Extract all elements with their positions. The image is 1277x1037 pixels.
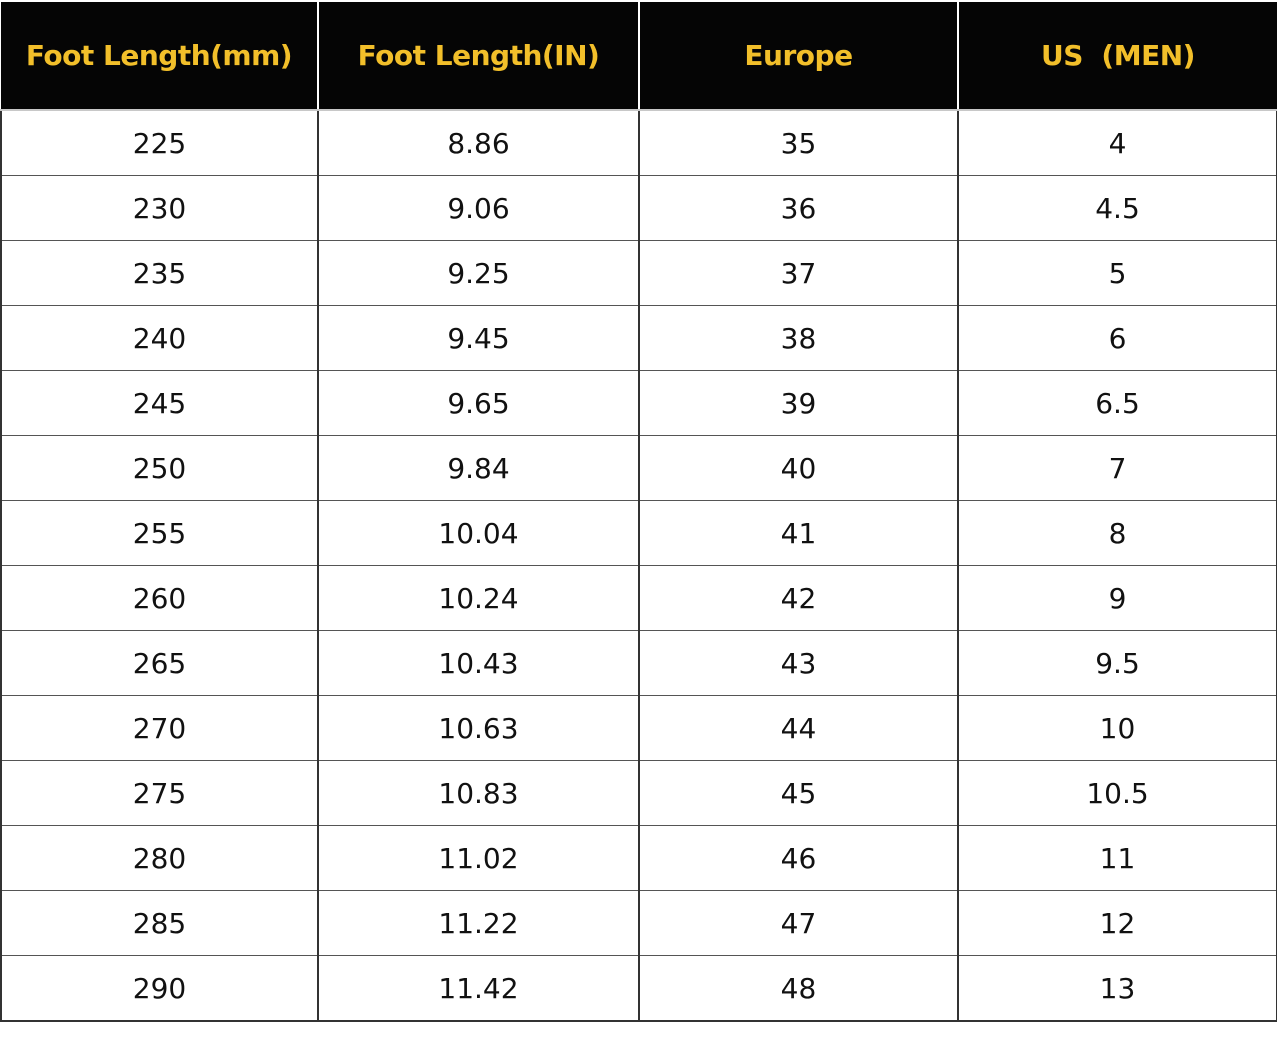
cell-us-men: 9.5	[957, 630, 1277, 696]
cell-foot-length-in: 9.84	[317, 435, 640, 501]
cell-europe: 36	[638, 175, 959, 241]
cell-foot-length-in: 9.65	[317, 370, 640, 436]
cell-foot-length-in: 9.45	[317, 305, 640, 371]
cell-us-men: 7	[957, 435, 1277, 501]
cell-foot-length-mm: 290	[0, 955, 319, 1022]
cell-europe: 39	[638, 370, 959, 436]
table-row: 285 11.22 47 12	[0, 890, 1277, 956]
cell-europe: 35	[638, 109, 959, 176]
cell-foot-length-in: 11.22	[317, 890, 640, 956]
table-row: 225 8.86 35 4	[0, 109, 1277, 176]
cell-us-men: 12	[957, 890, 1277, 956]
cell-foot-length-mm: 285	[0, 890, 319, 956]
table-row: 280 11.02 46 11	[0, 825, 1277, 891]
cell-us-men: 13	[957, 955, 1277, 1022]
table-row: 245 9.65 39 6.5	[0, 370, 1277, 436]
cell-us-men: 8	[957, 500, 1277, 566]
cell-foot-length-mm: 270	[0, 695, 319, 761]
cell-us-men: 9	[957, 565, 1277, 631]
header-row: Foot Length(mm) Foot Length(IN) Europe U…	[1, 2, 1277, 111]
cell-foot-length-mm: 230	[0, 175, 319, 241]
cell-foot-length-in: 10.63	[317, 695, 640, 761]
cell-europe: 44	[638, 695, 959, 761]
table-row: 235 9.25 37 5	[0, 240, 1277, 306]
table-row: 265 10.43 43 9.5	[0, 630, 1277, 696]
cell-foot-length-in: 9.25	[317, 240, 640, 306]
cell-foot-length-mm: 250	[0, 435, 319, 501]
table-row: 260 10.24 42 9	[0, 565, 1277, 631]
cell-foot-length-mm: 245	[0, 370, 319, 436]
cell-foot-length-mm: 255	[0, 500, 319, 566]
cell-foot-length-mm: 260	[0, 565, 319, 631]
cell-foot-length-in: 10.83	[317, 760, 640, 826]
cell-europe: 45	[638, 760, 959, 826]
cell-us-men: 10	[957, 695, 1277, 761]
cell-us-men: 4.5	[957, 175, 1277, 241]
table-row: 240 9.45 38 6	[0, 305, 1277, 371]
cell-us-men: 6.5	[957, 370, 1277, 436]
cell-foot-length-in: 11.42	[317, 955, 640, 1022]
header-foot-length-mm: Foot Length(mm)	[1, 2, 318, 111]
cell-foot-length-mm: 235	[0, 240, 319, 306]
cell-foot-length-mm: 265	[0, 630, 319, 696]
cell-europe: 42	[638, 565, 959, 631]
cell-europe: 43	[638, 630, 959, 696]
cell-foot-length-mm: 280	[0, 825, 319, 891]
cell-foot-length-in: 9.06	[317, 175, 640, 241]
cell-foot-length-in: 11.02	[317, 825, 640, 891]
cell-europe: 37	[638, 240, 959, 306]
cell-us-men: 6	[957, 305, 1277, 371]
cell-foot-length-in: 10.24	[317, 565, 640, 631]
table-row: 290 11.42 48 13	[0, 955, 1277, 1022]
cell-europe: 41	[638, 500, 959, 566]
header-foot-length-in: Foot Length(IN)	[317, 2, 639, 111]
cell-europe: 38	[638, 305, 959, 371]
cell-us-men: 4	[957, 109, 1277, 176]
cell-foot-length-mm: 275	[0, 760, 319, 826]
cell-us-men: 5	[957, 240, 1277, 306]
header-us-men: US (MEN)	[957, 2, 1277, 111]
cell-us-men: 10.5	[957, 760, 1277, 826]
cell-europe: 47	[638, 890, 959, 956]
header-europe: Europe	[638, 2, 958, 111]
table-row: 275 10.83 45 10.5	[0, 760, 1277, 826]
cell-europe: 40	[638, 435, 959, 501]
cell-foot-length-mm: 240	[0, 305, 319, 371]
cell-foot-length-in: 10.04	[317, 500, 640, 566]
cell-europe: 48	[638, 955, 959, 1022]
table-row: 270 10.63 44 10	[0, 695, 1277, 761]
cell-us-men: 11	[957, 825, 1277, 891]
cell-europe: 46	[638, 825, 959, 891]
table-row: 230 9.06 36 4.5	[0, 175, 1277, 241]
cell-foot-length-in: 8.86	[317, 109, 640, 176]
cell-foot-length-in: 10.43	[317, 630, 640, 696]
cell-foot-length-mm: 225	[0, 109, 319, 176]
table-row: 255 10.04 41 8	[0, 500, 1277, 566]
table-row: 250 9.84 40 7	[0, 435, 1277, 501]
